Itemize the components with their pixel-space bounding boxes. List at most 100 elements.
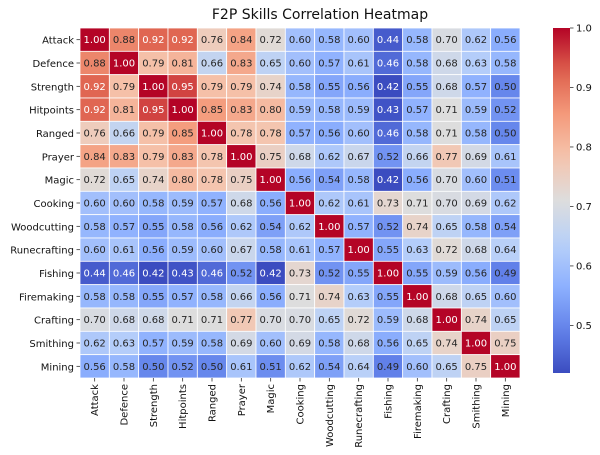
cell-value-label: 0.58: [289, 82, 311, 93]
cell-value-label: 0.58: [84, 292, 106, 303]
cell-value-label: 0.95: [142, 105, 164, 116]
cell-value-label: 0.63: [348, 292, 370, 303]
cell-value-label: 0.62: [465, 35, 487, 46]
cell-value-label: 1.00: [142, 82, 164, 93]
column-label: Crafting: [442, 384, 453, 424]
cell-value-label: 0.57: [201, 199, 223, 210]
cell-value-label: 0.66: [406, 152, 428, 163]
cell-value-label: 1.00: [406, 292, 428, 303]
cell-value-label: 0.56: [406, 175, 428, 186]
cell-value-label: 0.72: [436, 245, 458, 256]
cell-value-label: 0.73: [377, 199, 399, 210]
cell-value-label: 0.92: [84, 105, 106, 116]
cell-value-label: 1.00: [465, 339, 487, 350]
cell-value-label: 0.72: [348, 315, 370, 326]
cell-value-label: 0.85: [172, 129, 194, 140]
colorbar-tick-label: 0.6: [576, 261, 592, 272]
cell-value-label: 0.54: [494, 222, 516, 233]
cell-value-label: 0.61: [230, 362, 252, 373]
cell-value-label: 0.58: [318, 35, 340, 46]
cell-value-label: 0.50: [494, 129, 516, 140]
cell-value-label: 0.63: [465, 59, 487, 70]
row-label: Smithing: [29, 339, 74, 350]
cell-value-label: 0.55: [377, 245, 399, 256]
cell-value-label: 0.57: [318, 59, 340, 70]
cell-value-label: 0.55: [406, 269, 428, 280]
cell-value-label: 0.85: [201, 105, 223, 116]
cell-value-label: 0.55: [377, 292, 399, 303]
cell-value-label: 0.57: [142, 339, 164, 350]
cell-value-label: 1.00: [436, 315, 458, 326]
cell-value-label: 1.00: [318, 222, 340, 233]
cell-value-label: 0.69: [230, 339, 252, 350]
cell-value-label: 0.55: [348, 269, 370, 280]
cell-value-label: 0.58: [142, 199, 164, 210]
cell-value-label: 0.50: [494, 82, 516, 93]
colorbar-ticks: 0.5 0.6 0.7 0.8 0.9 1.0: [570, 24, 592, 332]
cell-value-label: 1.00: [348, 245, 370, 256]
cell-value-label: 0.60: [201, 245, 223, 256]
cell-value-label: 0.65: [436, 222, 458, 233]
cell-value-label: 0.63: [406, 245, 428, 256]
cell-value-label: 0.58: [113, 292, 135, 303]
cell-value-label: 0.59: [436, 269, 458, 280]
cell-value-label: 0.78: [201, 152, 223, 163]
colorbar-tick-label: 0.9: [576, 83, 592, 94]
column-label: Woodcutting: [325, 384, 336, 447]
cell-value-label: 0.65: [113, 175, 135, 186]
cell-value-label: 0.62: [84, 339, 106, 350]
cell-value-label: 1.00: [289, 199, 311, 210]
cell-value-label: 0.68: [142, 315, 164, 326]
cell-value-label: 0.43: [377, 105, 399, 116]
cell-value-label: 0.80: [172, 175, 194, 186]
cell-value-label: 0.66: [201, 59, 223, 70]
cell-value-label: 0.71: [201, 315, 223, 326]
cell-value-label: 0.56: [348, 82, 370, 93]
cell-value-label: 1.00: [201, 129, 223, 140]
cell-value-label: 0.62: [494, 199, 516, 210]
cell-value-label: 0.58: [201, 292, 223, 303]
cell-value-label: 0.74: [260, 82, 282, 93]
cell-value-label: 0.72: [260, 35, 282, 46]
cell-value-label: 0.69: [465, 199, 487, 210]
cell-value-label: 0.92: [84, 82, 106, 93]
cell-value-label: 0.52: [377, 222, 399, 233]
cell-value-label: 0.71: [436, 105, 458, 116]
cell-value-label: 0.71: [172, 315, 194, 326]
cell-value-label: 0.54: [260, 222, 282, 233]
cell-value-label: 0.73: [289, 269, 311, 280]
cell-value-label: 0.61: [113, 245, 135, 256]
cell-value-label: 0.70: [436, 175, 458, 186]
cell-value-label: 0.88: [113, 35, 135, 46]
cell-value-label: 0.42: [260, 269, 282, 280]
cell-value-label: 0.62: [289, 222, 311, 233]
cell-value-label: 0.68: [230, 199, 252, 210]
cell-value-label: 0.81: [113, 105, 135, 116]
cell-value-label: 0.56: [260, 292, 282, 303]
cell-value-label: 0.68: [113, 315, 135, 326]
cell-value-label: 1.00: [172, 105, 194, 116]
cell-value-label: 0.62: [318, 199, 340, 210]
cell-value-label: 1.00: [260, 175, 282, 186]
cell-value-label: 0.42: [377, 175, 399, 186]
column-label: Smithing: [472, 384, 483, 429]
cell-value-label: 0.68: [436, 82, 458, 93]
cell-value-label: 0.59: [465, 105, 487, 116]
cell-value-label: 0.61: [494, 152, 516, 163]
cell-value-label: 0.68: [406, 315, 428, 326]
cell-value-label: 0.44: [377, 35, 399, 46]
row-label: Magic: [45, 176, 74, 187]
row-label: Woodcutting: [11, 222, 74, 233]
cell-value-label: 0.56: [289, 175, 311, 186]
cell-value-label: 0.92: [142, 35, 164, 46]
cell-value-label: 0.44: [84, 269, 106, 280]
cell-value-label: 0.46: [201, 269, 223, 280]
cell-value-label: 0.63: [113, 339, 135, 350]
cell-value-label: 0.68: [465, 245, 487, 256]
cell-value-label: 0.58: [84, 222, 106, 233]
cell-value-label: 0.46: [377, 59, 399, 70]
column-label: Mining: [501, 384, 512, 417]
cell-value-label: 0.57: [348, 222, 370, 233]
cell-value-label: 0.60: [113, 199, 135, 210]
